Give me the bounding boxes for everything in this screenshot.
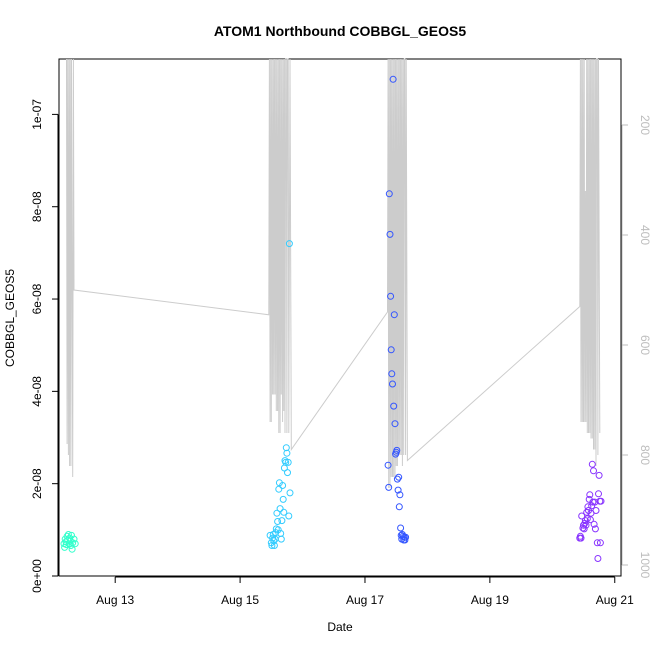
data-point — [273, 509, 281, 517]
x-tick-label: Aug 19 — [471, 593, 509, 607]
data-point — [278, 517, 286, 525]
right-pressure-axis: 200 400 600 800 1000 — [621, 115, 650, 579]
data-point — [385, 190, 393, 198]
data-point — [401, 536, 409, 544]
data-point — [391, 420, 399, 428]
x-axis: Aug 13 Aug 15 Aug 17 Aug 19 Aug 21 — [96, 576, 634, 607]
data-point — [590, 467, 597, 475]
y-axis: 0e+00 2e-08 4e-08 6e-08 8e-08 1e-07 — [30, 99, 59, 593]
x-tick-label: Aug 17 — [346, 593, 384, 607]
data-point — [394, 486, 402, 494]
data-point — [586, 516, 594, 524]
y2-tick-label: 1000 — [638, 552, 650, 579]
data-points-layer — [60, 75, 605, 562]
data-point — [384, 461, 392, 469]
data-point — [390, 402, 398, 410]
x-tick-label: Aug 15 — [221, 593, 259, 607]
data-point — [280, 508, 288, 516]
data-point — [586, 491, 594, 499]
data-point — [595, 471, 603, 479]
data-point — [597, 497, 605, 505]
y-tick-label: 0e+00 — [30, 559, 44, 593]
data-point — [583, 515, 591, 523]
data-point — [578, 512, 586, 520]
pressure-line — [66, 58, 601, 489]
data-point — [593, 539, 601, 547]
data-point — [386, 230, 394, 238]
data-point — [275, 485, 283, 493]
data-point — [591, 525, 599, 533]
data-point — [282, 458, 290, 466]
y-tick-label: 8e-08 — [30, 191, 44, 222]
data-point — [588, 460, 596, 468]
data-point — [71, 540, 79, 548]
y2-tick-label: 400 — [638, 225, 650, 245]
data-point — [389, 75, 397, 83]
x-tick-label: Aug 21 — [596, 593, 634, 607]
data-point — [393, 446, 401, 454]
y-axis-label: COBBGL_GEOS5 — [3, 269, 17, 367]
data-point — [68, 545, 76, 553]
data-point — [577, 534, 585, 542]
data-point — [397, 524, 405, 532]
data-point — [70, 535, 78, 543]
data-point — [286, 489, 294, 497]
y-tick-label: 2e-08 — [30, 468, 44, 499]
data-point — [584, 503, 592, 511]
data-point — [385, 483, 393, 491]
data-point — [285, 512, 293, 520]
data-point — [268, 542, 276, 549]
y2-tick-label: 600 — [638, 335, 650, 355]
data-point — [270, 537, 278, 545]
data-point — [279, 495, 287, 503]
data-point — [390, 311, 398, 319]
data-point — [582, 521, 590, 529]
data-point — [277, 535, 285, 543]
data-point — [596, 539, 604, 547]
data-point — [284, 469, 291, 477]
data-point — [279, 482, 287, 489]
data-point — [402, 533, 410, 541]
data-point — [274, 518, 282, 525]
data-point — [64, 531, 72, 538]
y-tick-label: 1e-07 — [30, 99, 44, 130]
data-point — [595, 490, 602, 498]
data-point — [589, 498, 597, 506]
data-point — [387, 346, 395, 354]
data-point — [283, 449, 291, 457]
plot-frame — [58, 58, 622, 577]
data-point — [284, 458, 292, 466]
data-point — [592, 507, 600, 514]
data-point — [590, 520, 598, 528]
data-point — [581, 517, 589, 525]
data-point — [393, 475, 401, 483]
y2-tick-label: 800 — [638, 445, 650, 465]
data-point — [395, 473, 403, 481]
data-point — [395, 503, 403, 511]
data-point — [388, 370, 396, 378]
data-point — [276, 505, 284, 513]
y-tick-label: 6e-08 — [30, 283, 44, 314]
data-point — [396, 491, 404, 499]
pressure-line-layer — [66, 58, 601, 489]
data-point — [594, 555, 602, 562]
x-tick-label: Aug 13 — [96, 593, 134, 607]
chart-title: ATOM1 Northbound COBBGL_GEOS5 — [214, 23, 466, 39]
x-axis-label: Date — [327, 620, 353, 634]
y2-tick-label: 200 — [638, 115, 650, 135]
data-point — [285, 240, 293, 248]
data-point — [387, 292, 395, 300]
data-point — [389, 380, 396, 388]
y-tick-label: 4e-08 — [30, 376, 44, 407]
data-point — [580, 521, 587, 529]
